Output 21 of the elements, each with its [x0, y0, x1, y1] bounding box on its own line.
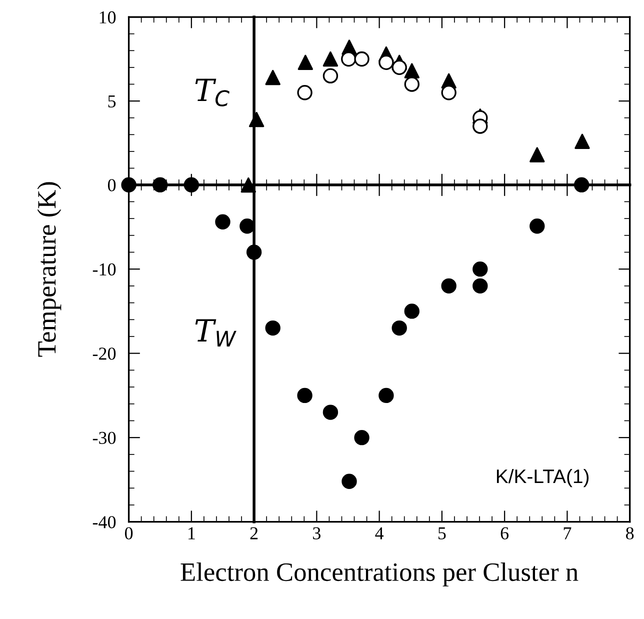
x-tick-label: 4 — [375, 527, 384, 540]
annotation: T$_{W}$ — [195, 319, 236, 347]
x-tick-label: 7 — [564, 527, 572, 540]
y-tick-label: -30 — [92, 432, 116, 444]
y-tick-label: 0 — [108, 179, 116, 192]
y-axis-title: Temperature (K) — [37, 182, 62, 357]
y-tick-label: -20 — [92, 348, 116, 360]
x-axis-title: Electron Concentrations per Cluster n — [180, 562, 578, 586]
x-tick-label: 0 — [124, 527, 133, 540]
y-tick-label: -40 — [92, 516, 116, 528]
x-tick-label: 3 — [313, 527, 320, 540]
annotation: K/K-LTA(1) — [496, 468, 589, 488]
x-tick-label: 5 — [438, 527, 446, 540]
y-tick-label: -10 — [92, 263, 116, 276]
annotation: T$_{C}$ — [195, 78, 230, 106]
x-tick-label: 8 — [626, 527, 634, 540]
x-tick-label: 2 — [250, 527, 258, 540]
y-tick-label: 5 — [108, 95, 116, 108]
x-tick-label: 1 — [188, 527, 195, 540]
x-tick-label: 6 — [500, 527, 509, 540]
y-tick-label: 10 — [100, 11, 116, 24]
